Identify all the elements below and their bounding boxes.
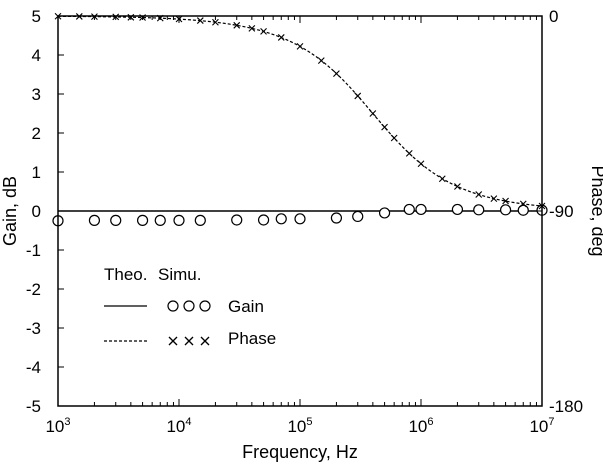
gain-simulated-point: [473, 204, 485, 216]
legend-phase-marker: [200, 336, 210, 346]
y-right-tick-label: 0: [549, 7, 558, 26]
gain-simulated-point: [378, 207, 391, 219]
phase-simulated-point: [502, 197, 509, 205]
legend-phase-marker: [184, 336, 194, 346]
gain-simulated-point: [352, 210, 364, 223]
y-left-tick-label: -4: [26, 358, 41, 377]
phase-simulated-point: [277, 34, 285, 41]
phase-simulated-point: [354, 92, 362, 100]
phase-simulated-point: [369, 110, 377, 117]
phase-simulated-point: [296, 42, 304, 50]
legend-phase-marker: [168, 336, 178, 346]
gain-simulated-point: [403, 203, 415, 216]
phase-simulated-point: [454, 183, 461, 190]
x-tick-label: 104: [166, 416, 191, 436]
y-left-tick-label: 2: [32, 124, 41, 143]
phase-simulated-point: [196, 17, 204, 24]
legend-gain-marker: [199, 300, 211, 312]
y-left-tick-label: -2: [26, 280, 41, 299]
y-right-tick-label: -90: [549, 202, 574, 221]
y-left-axis-label: Gain, dB: [0, 176, 20, 246]
phase-simulated-point: [333, 70, 340, 78]
y-right-axis-ticks: 0 -90 -180: [536, 7, 583, 416]
phase-simulated-point: [390, 134, 398, 142]
y-left-tick-label: 3: [32, 85, 41, 104]
phase-simulated-point: [317, 57, 325, 65]
x-tick-label: 103: [45, 416, 70, 436]
phase-simulated-point: [212, 18, 219, 26]
gain-simulated-point: [451, 203, 464, 216]
gain-simulated-point: [154, 214, 166, 226]
y-left-tick-label: -5: [26, 397, 41, 416]
legend-header-theo: Theo.: [104, 265, 147, 284]
gain-simulated-point: [330, 212, 343, 224]
x-tick-label: 107: [529, 416, 554, 436]
y-left-tick-label: 5: [32, 7, 41, 26]
gain-simulated-point: [194, 214, 206, 226]
x-axis-label: Frequency, Hz: [242, 442, 358, 462]
gain-simulated-point: [517, 204, 529, 216]
plot-marks: [52, 12, 548, 227]
legend-gain-label: Gain: [228, 297, 264, 316]
phase-simulated-point: [405, 149, 413, 157]
y-left-tick-label: 1: [32, 163, 41, 182]
legend-header-simu: Simu.: [158, 265, 201, 284]
phase-simulated-point: [233, 21, 241, 29]
phase-simulated-point: [417, 160, 425, 168]
gain-simulated-point: [88, 214, 101, 226]
legend: Theo. Simu. Gain Phase: [104, 265, 276, 348]
legend-phase-label: Phase: [228, 329, 276, 348]
x-tick-label: 106: [408, 416, 433, 436]
phase-simulated-point: [248, 24, 256, 32]
y-left-tick-label: 4: [32, 46, 41, 65]
y-right-axis-label: Phase, deg: [588, 165, 603, 256]
gain-simulated-point: [136, 214, 149, 226]
gain-simulated-point: [173, 214, 185, 226]
gain-simulated-point: [294, 213, 306, 225]
x-axis-ticks: 103 104 105 106 107: [45, 16, 555, 436]
gain-simulated-point: [275, 213, 287, 225]
gain-simulated-point: [499, 204, 512, 216]
phase-simulated-point: [519, 200, 527, 208]
x-tick-label: 105: [287, 416, 312, 436]
legend-gain-marker: [167, 300, 179, 312]
y-left-tick-label: -1: [26, 241, 41, 260]
gain-simulated-point: [110, 214, 122, 226]
y-left-tick-label: 0: [32, 202, 41, 221]
gain-simulated-point: [415, 203, 427, 216]
phase-simulated-point: [381, 123, 388, 131]
gain-simulated-point: [231, 214, 243, 226]
y-left-tick-label: -3: [26, 319, 41, 338]
phase-simulated-point: [438, 175, 446, 183]
phase-simulated-point: [475, 191, 483, 198]
y-right-tick-label: -180: [549, 397, 583, 416]
phase-simulated-point: [260, 27, 267, 35]
phase-simulated-point: [490, 195, 498, 203]
gain-simulated-point: [257, 214, 270, 226]
legend-gain-marker: [183, 300, 195, 312]
y-left-axis-ticks: 5 4 3 2 1 0 -1 -2 -3 -4 -5: [26, 7, 64, 416]
